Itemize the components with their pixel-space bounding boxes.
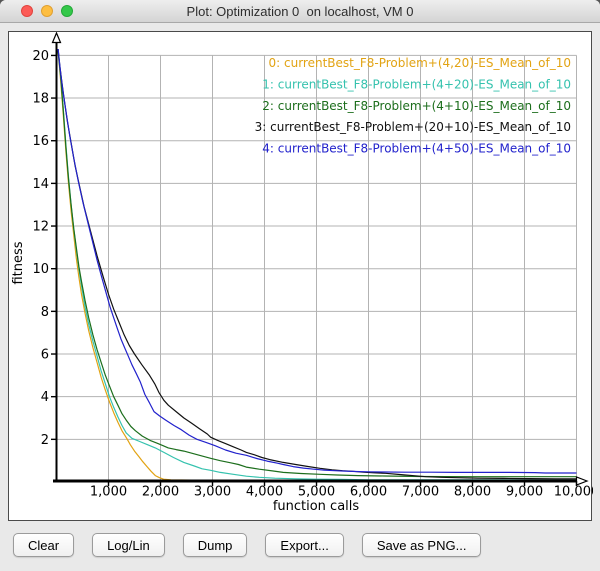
x-tick-label: 5,000 — [298, 485, 335, 500]
legend-entry-2: 2: currentBest_F8-Problem+(4+10)-ES_Mean… — [262, 99, 571, 113]
y-tick-label: 4 — [41, 390, 49, 405]
x-tick-label: 8,000 — [454, 485, 491, 500]
y-tick-label: 6 — [41, 348, 49, 363]
y-axis-arrow-icon — [51, 32, 62, 44]
x-tick-label: 1,000 — [90, 485, 127, 500]
y-tick-label: 8 — [41, 305, 49, 320]
x-tick-label: 2,000 — [142, 485, 179, 500]
y-tick-label: 18 — [32, 92, 49, 107]
minimize-button[interactable] — [41, 5, 53, 17]
legend-entry-1: 1: currentBest_F8-Problem+(4+20)-ES_Mean… — [262, 77, 571, 91]
x-tick-label: 7,000 — [402, 485, 439, 500]
legend-entry-4: 4: currentBest_F8-Problem+(4+50)-ES_Mean… — [262, 142, 571, 156]
log-lin-button[interactable]: Log/Lin — [92, 533, 165, 557]
y-tick-label: 16 — [32, 134, 49, 149]
x-tick-label: 3,000 — [194, 485, 231, 500]
x-tick-label: 6,000 — [350, 485, 387, 500]
x-tick-label: 4,000 — [246, 485, 283, 500]
x-tick-label: 10,000 — [554, 485, 593, 500]
plot-panel: 2 4 6 8 10 12 14 16 18 20 1,000 2,000 3,000 4,000 5,00… — [8, 31, 593, 521]
button-bar: Clear Log/Lin Dump Export... Save as PNG… — [13, 533, 482, 557]
legend-entry-0: 0: currentBest_F8-Problem+(4,20)-ES_Mean… — [269, 56, 571, 70]
zoom-button[interactable] — [61, 5, 73, 17]
series-line-2 — [57, 51, 577, 478]
x-tick-label: 9,000 — [506, 485, 543, 500]
window-title: Plot: Optimization 0 on localhost, VM 0 — [186, 4, 414, 19]
export-button[interactable]: Export... — [265, 533, 344, 557]
save-as-png-button[interactable]: Save as PNG... — [361, 533, 482, 557]
y-tick-label: 2 — [41, 433, 49, 448]
legend-entry-3: 3: currentBest_F8-Problem+(20+10)-ES_Mea… — [255, 120, 571, 134]
x-axis-label: function calls — [273, 499, 360, 514]
y-tick-label: 10 — [32, 262, 49, 277]
series-line-0 — [57, 51, 577, 482]
fitness-chart: 2 4 6 8 10 12 14 16 18 20 1,000 2,000 3,000 4,000 5,00… — [11, 32, 593, 514]
close-button[interactable] — [21, 5, 33, 17]
y-axis-label: fitness — [11, 241, 26, 284]
dump-button[interactable]: Dump — [182, 533, 248, 557]
y-tick-label: 20 — [32, 49, 49, 64]
series-line-4 — [57, 48, 577, 474]
clear-button[interactable]: Clear — [13, 533, 75, 557]
y-tick-label: 14 — [32, 177, 49, 192]
series-line-3 — [57, 48, 577, 480]
title-bar[interactable]: Plot: Optimization 0 on localhost, VM 0 — [0, 0, 600, 23]
series-line-1 — [57, 51, 577, 481]
y-tick-label: 12 — [32, 220, 49, 235]
